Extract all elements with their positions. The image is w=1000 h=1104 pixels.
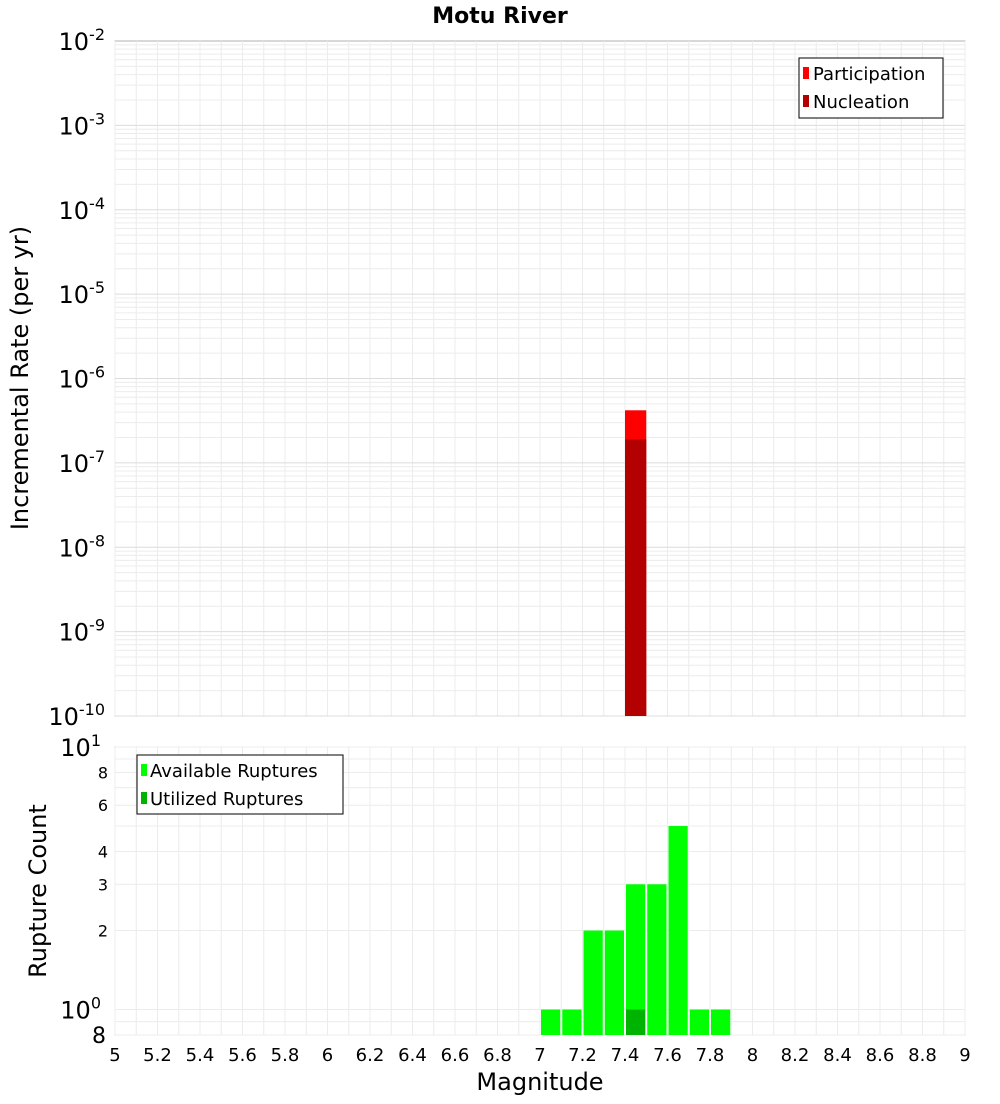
rate-bars [625,410,647,716]
x-tick-label: 8 [747,1045,758,1066]
x-tick-label: 9 [959,1045,970,1066]
count-bars [541,826,731,1035]
x-tick-labels: 5 5.2 5.4 5.6 5.8 6 6.2 6.4 6.6 6.8 7 7.2 7.4 7.6 7.8 8… [109,1045,970,1066]
participation-swatch [803,67,809,79]
count-bar-available-ruptures [626,884,646,1035]
x-tick-label: 6.6 [441,1045,470,1066]
count-bar-utilized-ruptures [626,1009,646,1035]
rate-panel: 10-10 10-9 10-8 10-7 10-6 10-5 10-4 10-3 10-2 In… [6,25,966,731]
count-y-tick-label-minor: 8 [92,1024,106,1049]
chart-title: Motu River [432,4,568,29]
x-tick-label: 5.2 [143,1045,172,1066]
count-y-tick-label-major: 101 [60,731,101,762]
x-tick-label: 5 [109,1045,120,1066]
count-legend-box [136,754,344,815]
utilized-swatch [141,792,147,804]
count-bar-available-ruptures [583,930,603,1035]
count-bar-available-ruptures [562,1009,582,1035]
count-y-tick-label-minor: 3 [98,875,108,894]
x-tick-label: 8.6 [866,1045,895,1066]
nucleation-swatch [803,95,809,107]
count-y-tick-label-major: 100 [60,994,101,1025]
x-tick-label: 8.8 [908,1045,937,1066]
rate-y-tick-labels: 10-10 10-9 10-8 10-7 10-6 10-5 10-4 10-3 10-2 [48,25,105,731]
x-tick-label: 6.2 [356,1045,385,1066]
rate-y-tick-label: 10-8 [59,531,106,562]
x-tick-label: 5.6 [228,1045,257,1066]
rate-y-tick-label: 10-10 [48,700,105,731]
x-axis-label: Magnitude [476,1068,603,1096]
rate-y-axis-label: Incremental Rate (per yr) [6,226,34,530]
count-legend: Available Ruptures Utilized Ruptures [136,754,344,815]
legend-participation: Participation [813,64,925,85]
count-bar-available-ruptures [541,1009,561,1035]
x-tick-label: 7.4 [611,1045,640,1066]
x-tick-label: 6 [322,1045,333,1066]
count-y-tick-label-minor: 6 [98,796,108,815]
x-tick-label: 7.6 [653,1045,682,1066]
count-y-tick-label-minor: 2 [98,922,108,941]
rate-legend-box [798,57,944,119]
rate-gridlines [114,41,966,717]
x-tick-label: 7 [534,1045,545,1066]
x-tick-label: 6.4 [398,1045,427,1066]
count-y-tick-label-minor: 4 [98,842,108,861]
x-tick-label: 5.8 [271,1045,300,1066]
count-y-axis-label: Rupture Count [24,804,52,978]
rate-y-tick-label: 10-9 [59,616,106,647]
rate-y-tick-label: 10-4 [59,194,106,225]
x-tick-label: 7.2 [568,1045,597,1066]
count-y-tick-label-minor: 8 [98,763,108,782]
rate-y-tick-label: 10-7 [59,447,106,478]
x-tick-label: 8.2 [781,1045,810,1066]
rate-y-tick-label: 10-2 [59,25,106,56]
count-bar-available-ruptures [711,1009,731,1035]
rate-legend: Participation Nucleation [798,57,944,119]
count-bar-available-ruptures [689,1009,709,1035]
x-tick-label: 6.8 [483,1045,512,1066]
x-tick-label: 5.4 [186,1045,215,1066]
rate-y-tick-label: 10-5 [59,278,106,309]
rate-y-tick-label: 10-6 [59,363,106,394]
legend-nucleation: Nucleation [813,92,909,113]
x-tick-label: 8.4 [823,1045,852,1066]
count-bar-available-ruptures [668,826,688,1035]
legend-available-ruptures: Available Ruptures [150,761,318,782]
count-bar-available-ruptures [647,884,667,1035]
count-bar-available-ruptures [604,930,624,1035]
available-swatch [141,764,147,776]
x-tick-label: 7.8 [696,1045,725,1066]
legend-utilized-ruptures: Utilized Ruptures [150,789,303,810]
rate-bar-nucleation [625,439,647,716]
rate-y-tick-label: 10-3 [59,109,106,140]
